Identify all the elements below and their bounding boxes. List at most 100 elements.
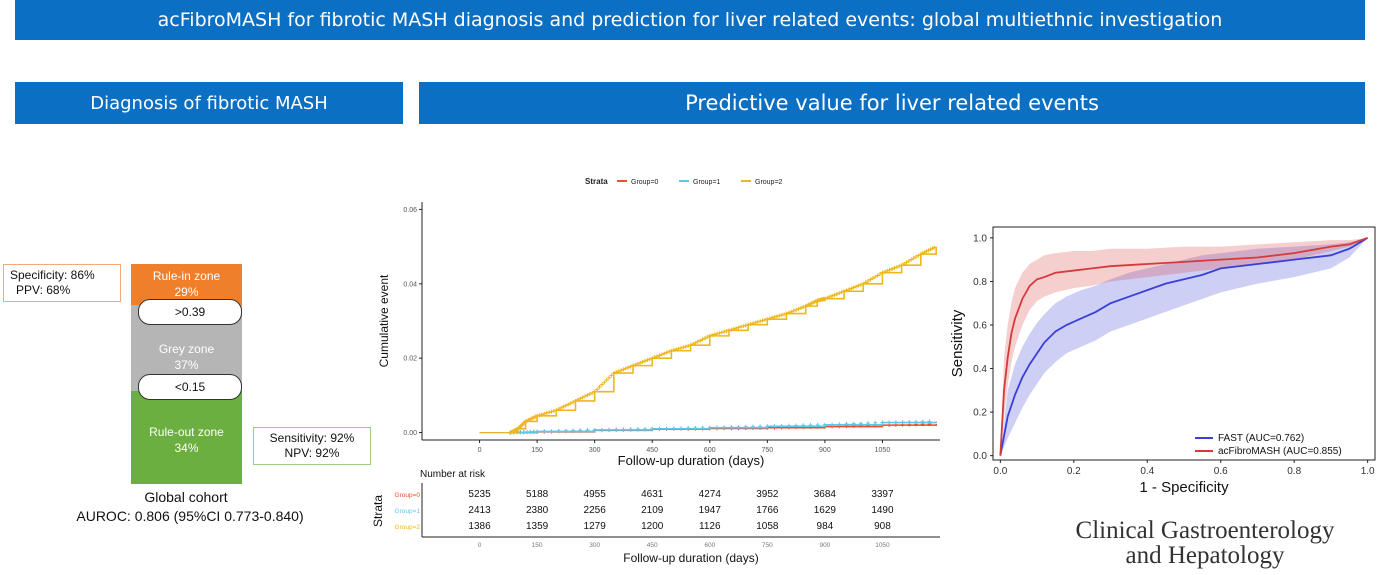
censor-mark bbox=[827, 294, 832, 299]
censor-mark bbox=[789, 309, 794, 314]
censor-mark bbox=[782, 312, 787, 317]
cumulative-incidence-chart: Strata Group=0 Group=1 Group=2 0.00 0.02 0.04 0… bbox=[377, 177, 940, 468]
x-tick-label: 150 bbox=[531, 447, 543, 454]
censor-mark bbox=[920, 419, 925, 424]
rule-in-label: Rule-in zone bbox=[152, 269, 221, 283]
legend-label-FAST (AUC=0.762): FAST (AUC=0.762) bbox=[1218, 433, 1304, 444]
censor-mark bbox=[604, 378, 609, 383]
risk-cell: 4274 bbox=[699, 489, 722, 500]
censor-mark bbox=[571, 428, 576, 433]
censor-mark bbox=[765, 424, 770, 429]
y-tick-label: 0.6 bbox=[973, 320, 987, 331]
x-tick-label: 0.2 bbox=[1067, 466, 1081, 477]
censor-mark bbox=[657, 353, 662, 358]
censor-mark bbox=[554, 408, 559, 413]
censor-mark bbox=[796, 306, 801, 311]
censor-mark bbox=[726, 328, 731, 333]
censor-mark bbox=[743, 323, 748, 328]
censor-mark bbox=[801, 305, 806, 310]
censor-mark bbox=[786, 310, 791, 315]
risk-cell: 2256 bbox=[584, 505, 607, 516]
censor-mark bbox=[611, 371, 616, 376]
censor-mark bbox=[834, 292, 839, 297]
censor-mark bbox=[679, 345, 683, 350]
censor-mark bbox=[837, 422, 842, 427]
risk-cell: 3952 bbox=[756, 489, 779, 500]
y-tick-label: 0.06 bbox=[403, 207, 417, 214]
risk-cell: 3684 bbox=[814, 489, 837, 500]
censor-mark bbox=[846, 287, 851, 292]
x-tick-label: 300 bbox=[589, 447, 601, 454]
censor-mark bbox=[559, 405, 564, 410]
censor-mark bbox=[808, 423, 813, 428]
censor-mark bbox=[585, 393, 590, 398]
censor-mark bbox=[798, 305, 803, 310]
risk-cell: 1126 bbox=[699, 521, 721, 532]
censor-mark bbox=[832, 292, 837, 297]
risk-x-tick-label: 300 bbox=[589, 542, 600, 549]
x-tick-label: 1050 bbox=[875, 447, 891, 454]
censor-mark bbox=[537, 413, 542, 418]
x-tick-label: 1.0 bbox=[1361, 466, 1375, 477]
censor-mark bbox=[681, 345, 686, 350]
censor-mark bbox=[619, 368, 624, 373]
censor-mark bbox=[551, 408, 556, 413]
censor-mark bbox=[746, 322, 751, 327]
censor-mark bbox=[561, 404, 566, 409]
censor-mark bbox=[635, 361, 640, 366]
censor-mark bbox=[849, 286, 854, 291]
censor-mark bbox=[647, 357, 652, 362]
censor-mark bbox=[645, 358, 650, 363]
censor-mark bbox=[765, 317, 770, 322]
censor-mark bbox=[842, 289, 847, 294]
y-tick-label: 0.2 bbox=[973, 408, 987, 419]
roc-line-acFibroMASH (AUC=0.855) bbox=[999, 237, 1368, 456]
censor-mark bbox=[932, 245, 937, 250]
censor-mark bbox=[566, 402, 571, 407]
plot-frame bbox=[992, 226, 1376, 461]
risk-cell: 4955 bbox=[584, 489, 607, 500]
censor-mark bbox=[870, 276, 875, 281]
censor-mark bbox=[892, 266, 897, 271]
censor-mark bbox=[794, 423, 799, 428]
censor-mark bbox=[650, 356, 655, 361]
censor-mark bbox=[621, 427, 626, 432]
censor-mark bbox=[667, 349, 672, 354]
risk-table-row-label: Strata bbox=[371, 495, 385, 527]
risk-x-tick-label: 0 bbox=[478, 542, 482, 549]
censor-mark bbox=[643, 358, 648, 363]
legend-title: Strata bbox=[585, 177, 608, 186]
censor-mark bbox=[882, 269, 887, 274]
censor-mark bbox=[801, 423, 806, 428]
censor-mark bbox=[707, 425, 712, 430]
censor-mark bbox=[885, 268, 890, 273]
censor-mark bbox=[578, 396, 583, 401]
censor-mark bbox=[902, 261, 907, 266]
censor-mark bbox=[695, 339, 700, 344]
censor-mark bbox=[542, 411, 547, 416]
censor-mark bbox=[916, 253, 921, 258]
x-tick-label: 450 bbox=[646, 447, 658, 454]
censor-mark bbox=[573, 398, 578, 403]
censor-mark bbox=[743, 424, 748, 429]
censor-mark bbox=[822, 296, 827, 301]
censor-mark bbox=[854, 284, 859, 289]
y-axis-label: Cumulative event bbox=[377, 274, 391, 367]
censor-mark bbox=[772, 315, 777, 320]
censor-mark bbox=[700, 337, 705, 342]
risk-x-axis-label: Follow-up duration (days) bbox=[623, 551, 758, 565]
censor-mark bbox=[837, 291, 842, 296]
risk-cell: 2380 bbox=[526, 505, 549, 516]
censor-mark bbox=[638, 360, 643, 365]
risk-cell: 5235 bbox=[468, 489, 491, 500]
censor-mark bbox=[690, 342, 695, 347]
censor-mark bbox=[628, 364, 633, 369]
censor-mark bbox=[683, 344, 688, 349]
cohort-label: Global cohort bbox=[144, 489, 228, 505]
censor-mark bbox=[868, 277, 873, 282]
ppv-text: PPV: 68% bbox=[16, 283, 71, 297]
censor-mark bbox=[890, 266, 895, 271]
censor-mark bbox=[762, 317, 767, 322]
censor-mark bbox=[774, 314, 779, 319]
x-tick-label: 0.8 bbox=[1287, 466, 1301, 477]
